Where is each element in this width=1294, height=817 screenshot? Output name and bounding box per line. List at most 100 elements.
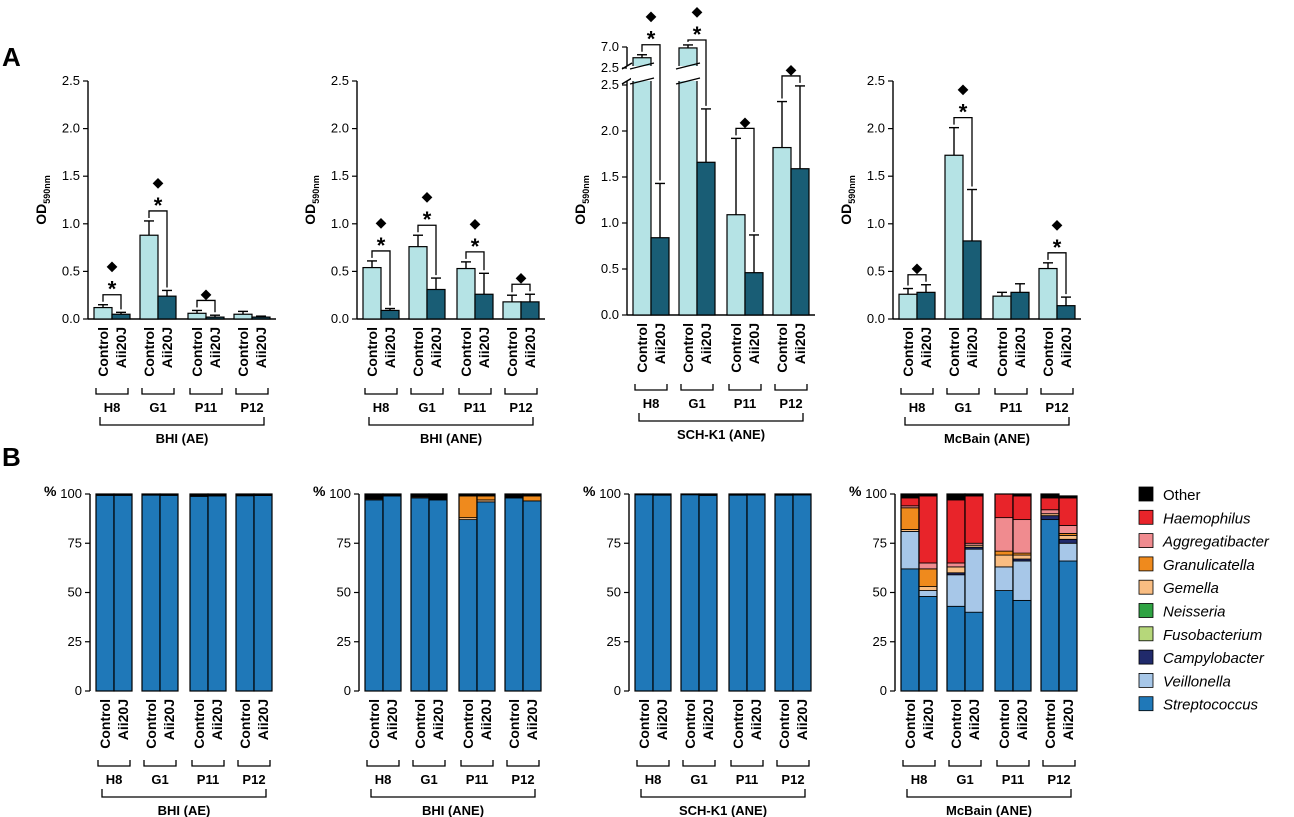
condition-label: Control bbox=[902, 699, 918, 749]
condition-label: Control bbox=[682, 699, 698, 749]
legend-label: Aggregatibacter bbox=[1162, 534, 1270, 551]
axis-break-mark bbox=[621, 77, 633, 85]
y-tick-label: 2.0 bbox=[601, 123, 619, 138]
significance-diamond: ◆ bbox=[646, 8, 657, 24]
group-bracket bbox=[634, 384, 668, 391]
condition-label: Control bbox=[634, 323, 650, 373]
y-tick-label: 100 bbox=[599, 486, 621, 501]
y-tick-label: 0.0 bbox=[601, 307, 619, 322]
condition-label: Control bbox=[730, 699, 746, 749]
stack-bar bbox=[428, 493, 448, 692]
stack-segment bbox=[235, 495, 255, 692]
significance-bracket bbox=[687, 39, 707, 106]
condition-label: Control bbox=[680, 323, 696, 373]
stack-segment bbox=[1058, 538, 1078, 544]
y-tick-label: 50 bbox=[68, 585, 82, 600]
significance-bracket bbox=[641, 44, 661, 181]
stack-segment bbox=[1012, 599, 1032, 692]
group-label: H8 bbox=[375, 772, 392, 787]
y-title-sub: 590nm bbox=[42, 175, 52, 204]
y-tick-label: 7.0 bbox=[601, 39, 619, 54]
stack-segment bbox=[189, 495, 209, 692]
significance-star: * bbox=[377, 233, 386, 258]
stack-segment bbox=[728, 494, 748, 692]
y-axis-title: OD590nm bbox=[838, 175, 857, 225]
y-tick-label: 0 bbox=[75, 683, 82, 698]
group-bracket bbox=[141, 388, 175, 395]
stack-segment bbox=[1012, 495, 1032, 521]
stack-segment bbox=[634, 494, 654, 692]
condition-label: Aii20J bbox=[524, 699, 540, 740]
stack-segment bbox=[946, 562, 966, 568]
condition-label: Control bbox=[776, 699, 792, 749]
od-bar bbox=[456, 267, 476, 320]
y-tick-label: 2.5 bbox=[601, 77, 619, 92]
od-bar bbox=[520, 301, 540, 320]
condition-label: Aii20J bbox=[255, 699, 271, 740]
group-bracket bbox=[97, 760, 131, 767]
group-label: P11 bbox=[195, 400, 217, 415]
medium-label: McBain (ANE) bbox=[944, 431, 1030, 446]
group-label: G1 bbox=[418, 400, 435, 415]
od-bar bbox=[233, 313, 253, 320]
stack-segment bbox=[1058, 560, 1078, 692]
condition-label: Control bbox=[636, 699, 652, 749]
group-label: H8 bbox=[909, 400, 926, 415]
group-bracket bbox=[458, 388, 492, 395]
legend-swatch bbox=[1138, 556, 1154, 572]
significance-star: * bbox=[1053, 235, 1062, 260]
group-bracket bbox=[460, 760, 494, 767]
condition-label: Aii20J bbox=[920, 699, 936, 740]
significance-bracket bbox=[417, 224, 437, 276]
group-bracket bbox=[680, 384, 714, 391]
group-bracket bbox=[994, 388, 1028, 395]
stack-segment bbox=[994, 590, 1014, 692]
stack-segment bbox=[946, 574, 966, 607]
y-tick-label: 25 bbox=[873, 634, 887, 649]
condition-label: Aii20J bbox=[1014, 699, 1030, 740]
y-tick-label: 100 bbox=[60, 486, 82, 501]
significance-bracket bbox=[148, 210, 168, 288]
significance-diamond: ◆ bbox=[376, 214, 387, 230]
stack-segment bbox=[141, 494, 161, 692]
stack-segment bbox=[1012, 554, 1032, 560]
y-tick-label: 1.5 bbox=[867, 168, 885, 183]
od-bar bbox=[251, 316, 271, 320]
od-bar bbox=[474, 293, 494, 320]
group-label: P12 bbox=[242, 772, 265, 787]
group-label: G1 bbox=[688, 396, 705, 411]
group-label: P12 bbox=[509, 400, 532, 415]
group-label: P11 bbox=[734, 396, 756, 411]
condition-label: Aii20J bbox=[207, 327, 223, 368]
condition-label: Aii20J bbox=[430, 699, 446, 740]
stack-segment bbox=[964, 495, 984, 544]
condition-label: Control bbox=[410, 327, 426, 377]
legend-swatch bbox=[1138, 673, 1154, 688]
stack-segment bbox=[1058, 534, 1078, 540]
group-bracket bbox=[948, 760, 982, 767]
y-tick-label: 2.5 bbox=[331, 73, 349, 88]
significance-bracket bbox=[465, 251, 485, 271]
condition-label: Control bbox=[458, 327, 474, 377]
significance-bracket bbox=[102, 294, 122, 310]
stack-bar bbox=[792, 493, 812, 692]
condition-label: Control bbox=[948, 699, 964, 749]
legend-label: Veillonella bbox=[1163, 673, 1231, 690]
legend-swatch bbox=[1138, 509, 1154, 525]
stack-bar bbox=[1012, 493, 1032, 692]
stack-bar bbox=[113, 493, 133, 692]
condition-label: Control bbox=[996, 699, 1012, 749]
y-tick-label: 2.0 bbox=[62, 121, 80, 136]
y-tick-label: 0.0 bbox=[867, 311, 885, 326]
condition-label: Control bbox=[237, 699, 253, 749]
condition-label: Aii20J bbox=[652, 323, 668, 364]
significance-diamond: ◆ bbox=[958, 81, 969, 97]
stack-segment bbox=[1040, 519, 1060, 692]
condition-label: Aii20J bbox=[428, 327, 444, 368]
condition-label: Control bbox=[900, 327, 916, 377]
significance-bracket bbox=[907, 274, 927, 286]
group-label: H8 bbox=[104, 400, 121, 415]
group-bracket bbox=[235, 388, 269, 395]
stack-segment bbox=[428, 499, 448, 692]
